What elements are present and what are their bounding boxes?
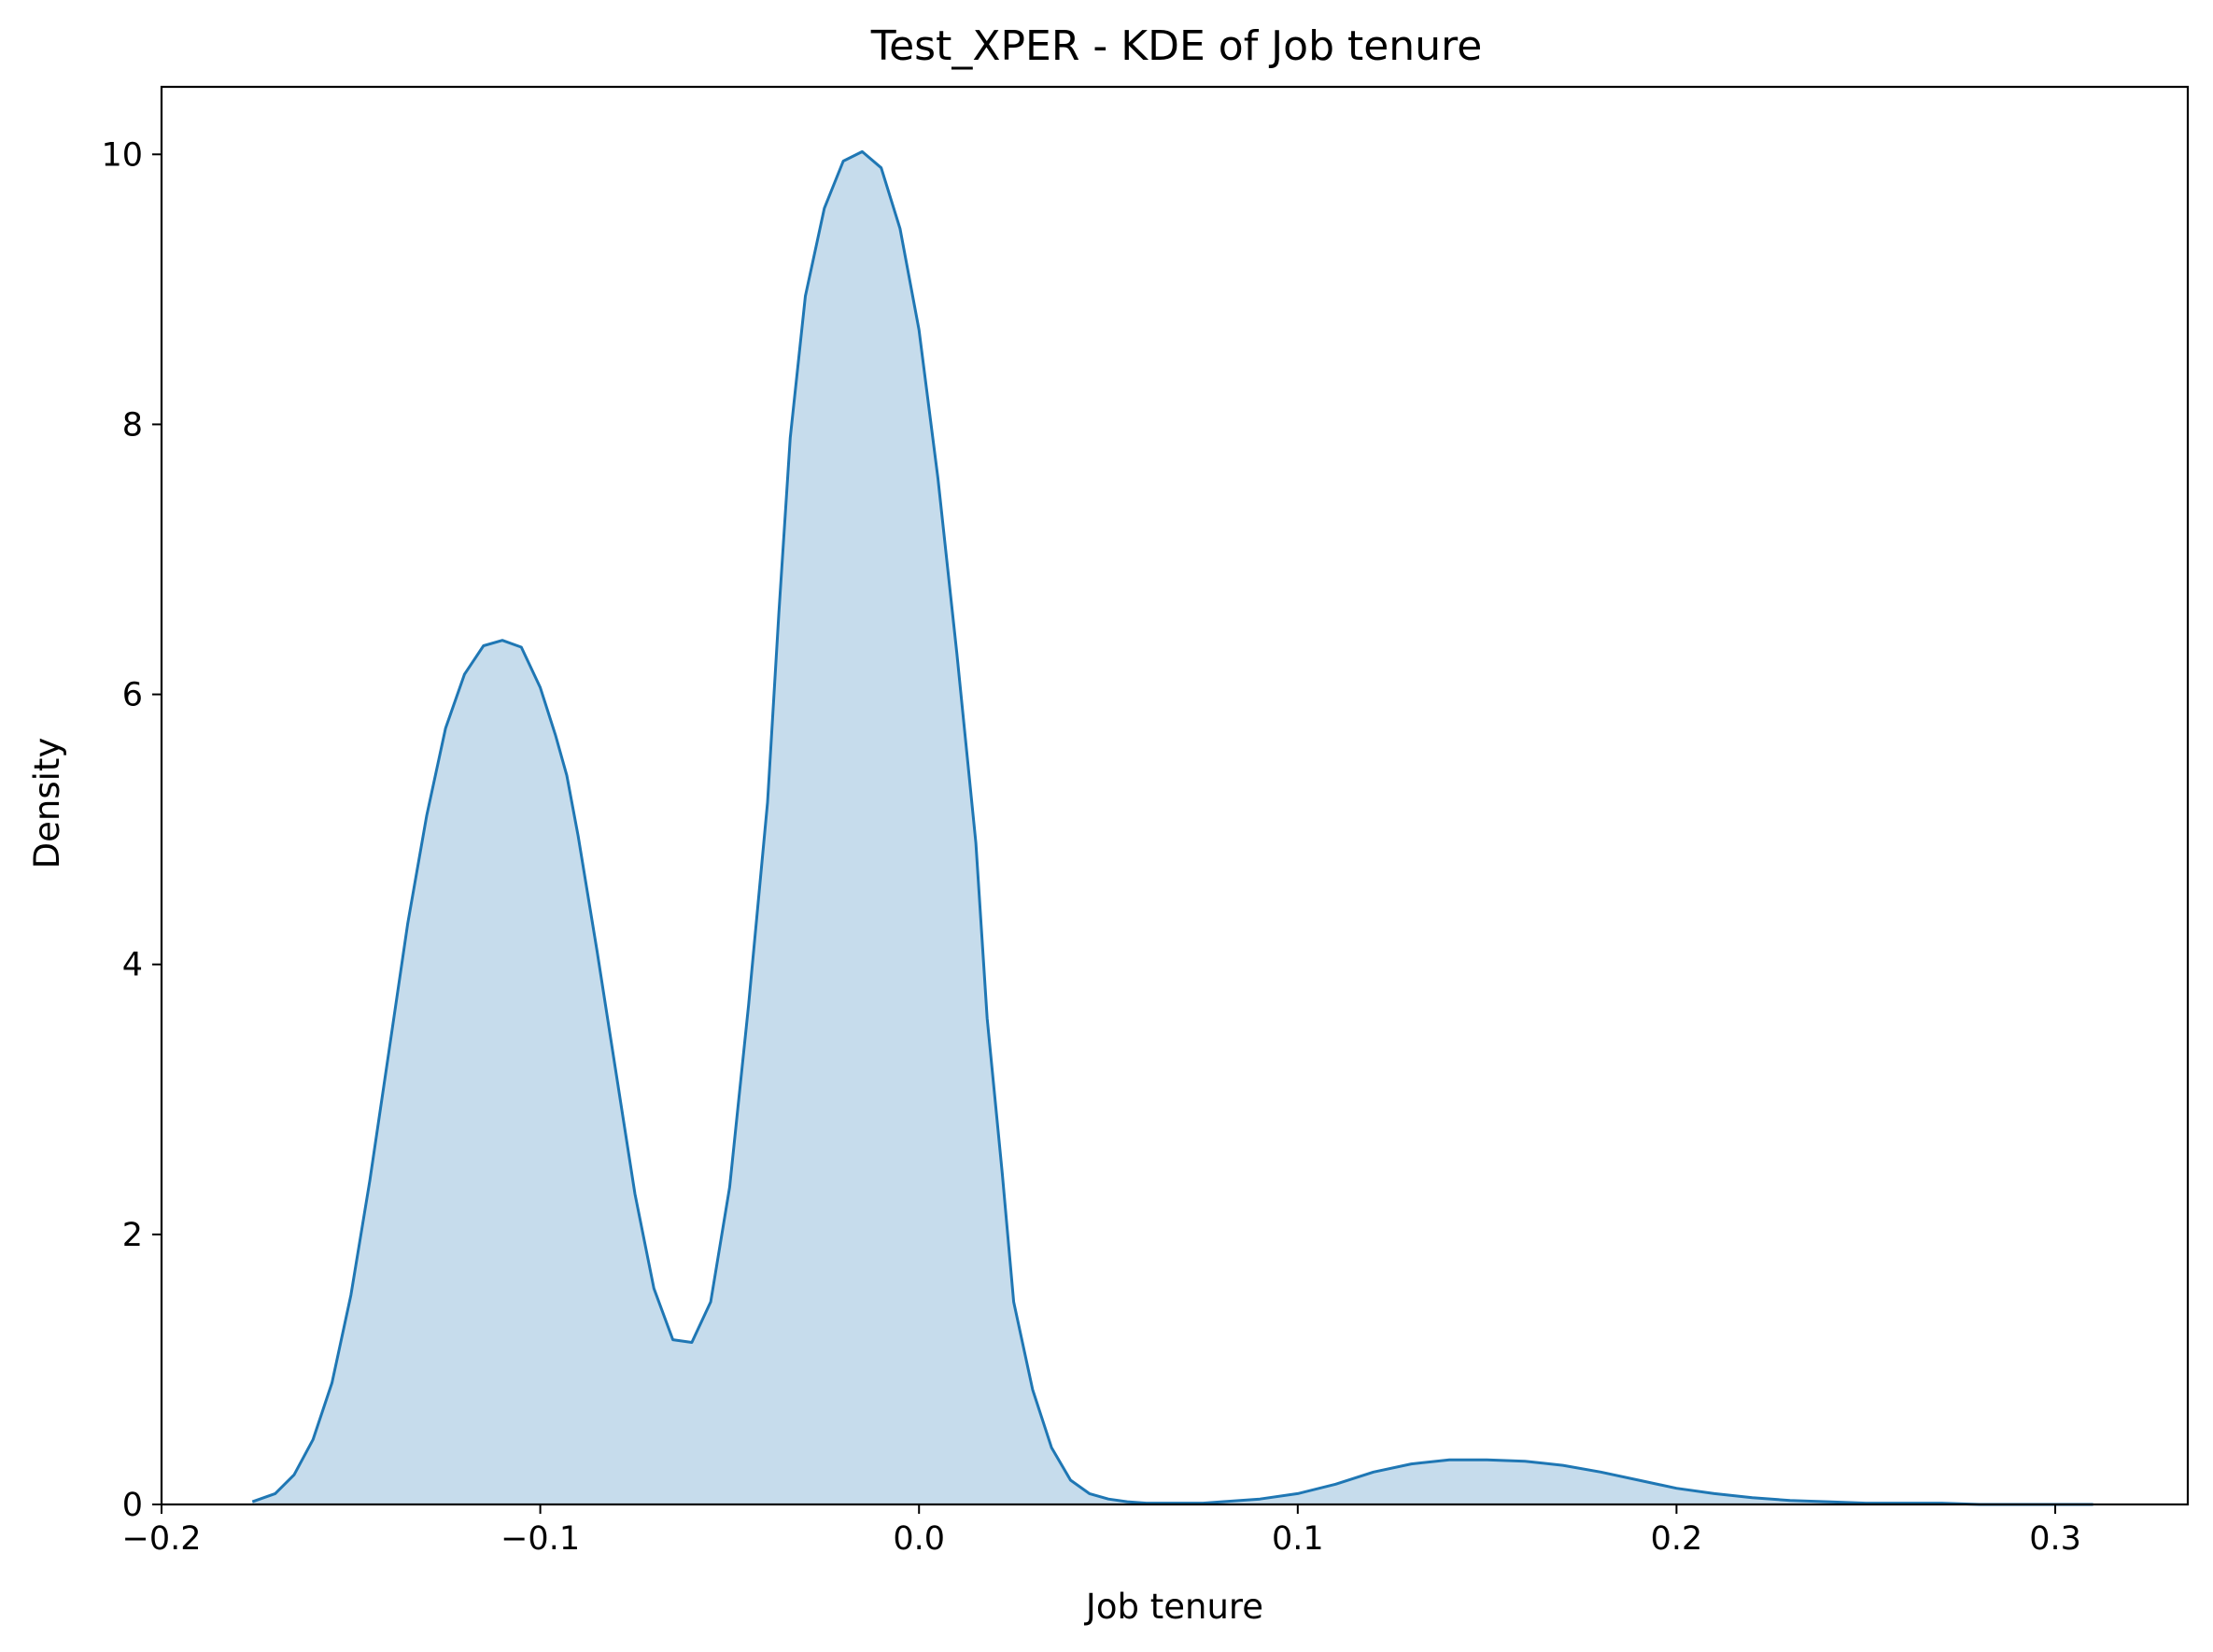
axes: −0.2 −0.1 0.0 0.1 0.2 0.3 0 2 4 6 8 10 — [101, 85, 2190, 1558]
x-tick-label: 0.3 — [2029, 1520, 2081, 1558]
y-tick-label: 10 — [101, 136, 143, 174]
x-tick-label: 0.1 — [1272, 1520, 1324, 1558]
y-tick-label: 2 — [122, 1217, 143, 1254]
chart-title: Test_XPER - KDE of Job tenure — [870, 22, 1483, 70]
x-axis-label: Job tenure — [1084, 1587, 1263, 1627]
y-tick-label: 8 — [122, 406, 143, 444]
kde-area-fill — [252, 151, 2093, 1504]
axes-frame — [160, 85, 2190, 1506]
x-tick-label: −0.2 — [122, 1520, 202, 1558]
y-tick-label: 4 — [122, 947, 143, 984]
plot-area — [251, 149, 2093, 1506]
x-tick-label: 0.0 — [893, 1520, 945, 1558]
y-axis-label: Density — [27, 738, 67, 869]
x-tick-label: 0.2 — [1651, 1520, 1703, 1558]
y-tick-label: 6 — [122, 677, 143, 714]
x-tick-label: −0.1 — [500, 1520, 580, 1558]
kde-density-line — [251, 149, 2093, 1506]
y-tick-label: 0 — [122, 1487, 143, 1524]
